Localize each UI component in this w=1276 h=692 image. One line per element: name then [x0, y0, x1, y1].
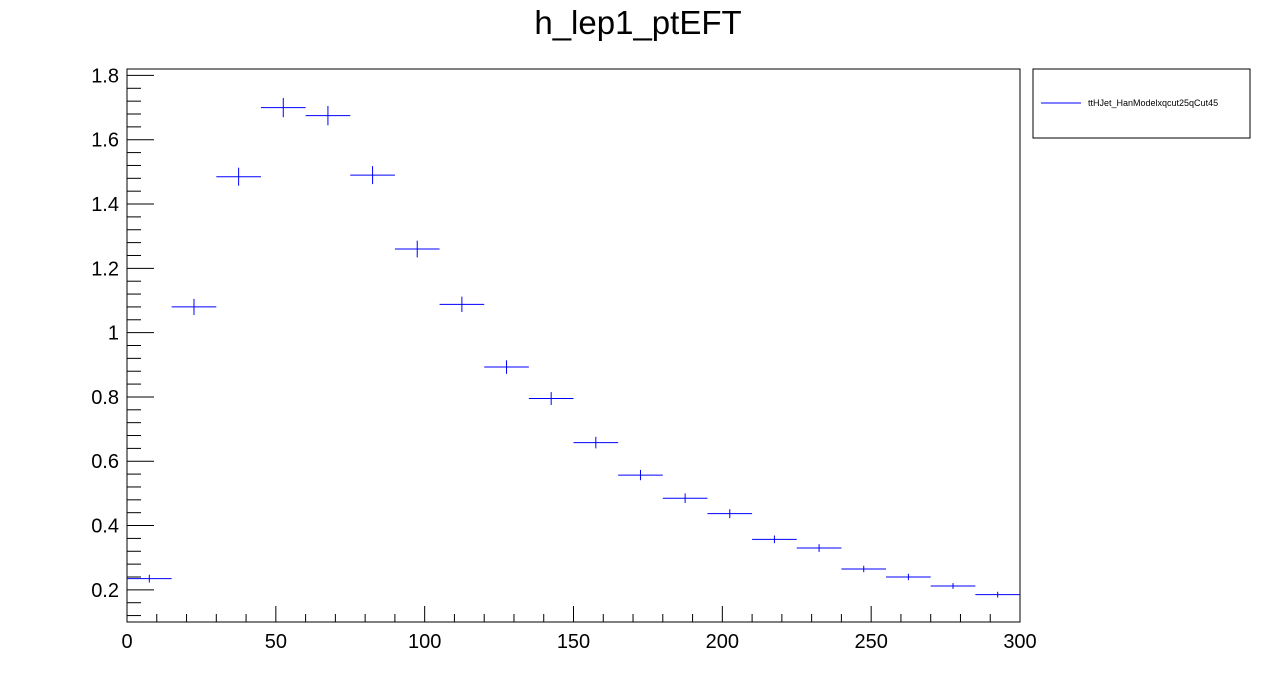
data-point [707, 509, 753, 519]
data-point [260, 97, 306, 118]
y-tick-label: 0.8 [91, 387, 119, 409]
legend-label: ttHJet_HanModelxqcut25qCut45 [1088, 98, 1218, 108]
data-point [394, 240, 440, 258]
data-point [975, 591, 1020, 598]
data-point [171, 298, 217, 315]
data-point [439, 296, 485, 313]
data-point [930, 583, 976, 589]
x-tick-label: 250 [854, 631, 887, 653]
x-tick-label: 100 [408, 631, 441, 653]
y-tick-label: 0.2 [91, 580, 119, 602]
y-axis: 0.2 0.4 0.6 0.8 1 1.2 1.4 1.6 1.8 [91, 65, 154, 617]
data-point [796, 544, 842, 552]
data-point [841, 565, 887, 573]
x-tick-label: 300 [1003, 631, 1036, 653]
y-tick-label: 1.8 [91, 65, 119, 87]
x-tick-label: 0 [121, 631, 132, 653]
data-series [127, 97, 1020, 598]
y-tick-label: 1 [108, 323, 119, 345]
legend: ttHJet_HanModelxqcut25qCut45 [1032, 68, 1251, 139]
data-point [528, 392, 574, 405]
data-point [886, 573, 931, 581]
data-point [573, 436, 619, 449]
x-tick-label: 50 [265, 631, 287, 653]
data-point [662, 493, 708, 504]
data-point [618, 469, 663, 481]
data-point [752, 535, 797, 544]
y-tick-label: 1.2 [91, 258, 119, 280]
x-tick-label: 150 [557, 631, 590, 653]
chart-title: h_lep1_ptEFT [534, 4, 742, 41]
data-point [305, 105, 351, 126]
data-point [127, 574, 172, 583]
x-axis: 0 50 100 150 200 250 300 [121, 606, 1037, 653]
y-tick-label: 0.6 [91, 451, 119, 473]
x-tick-label: 200 [706, 631, 739, 653]
y-tick-label: 1.4 [91, 194, 119, 216]
plot-frame [126, 68, 1021, 623]
y-tick-label: 1.6 [91, 130, 119, 152]
data-point [216, 167, 261, 186]
data-point [484, 360, 529, 374]
data-point [350, 166, 395, 185]
y-tick-label: 0.4 [91, 516, 119, 538]
